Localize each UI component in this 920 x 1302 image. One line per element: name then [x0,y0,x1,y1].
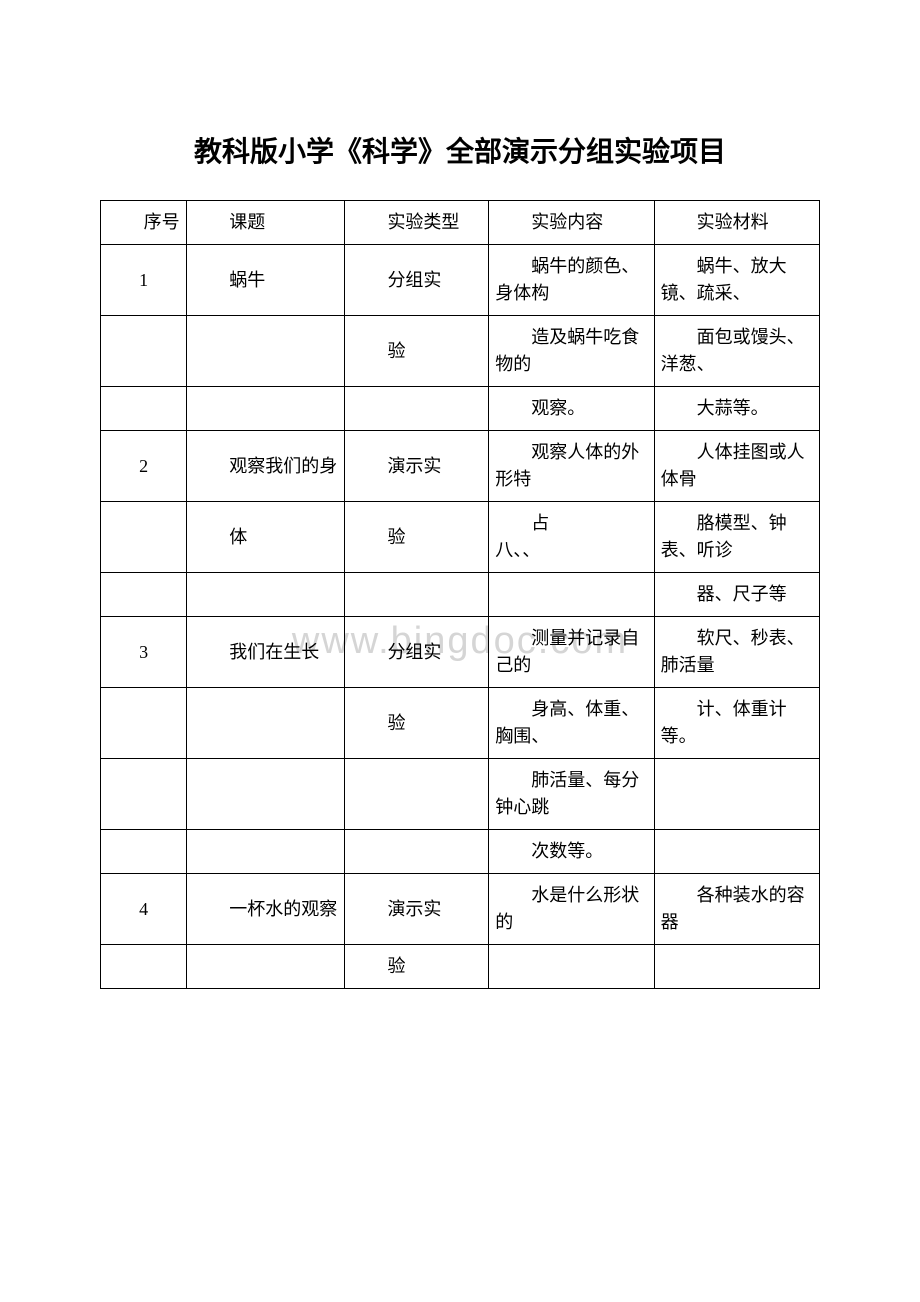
document-title: 教科版小学《科学》全部演示分组实验项目 [100,130,820,170]
cell-material: 器、尺子等 [654,573,819,617]
table-row: 3 我们在生长 分组实 测量并记录自己的 软尺、秒表、肺活量 [101,617,820,688]
cell-content: 蜗牛的颜色、身体构 [489,245,654,316]
cell-seq: 4 [101,874,187,945]
cell-material: 大蒜等。 [654,387,819,431]
cell-type: 验 [345,316,489,387]
cell-seq: 2 [101,431,187,502]
cell-content: 造及蜗牛吃食物的 [489,316,654,387]
cell-seq [101,759,187,830]
cell-content: 次数等。 [489,830,654,874]
table-row: 4 一杯水的观察 演示实 水是什么形状的 各种装水的容器 [101,874,820,945]
cell-content [489,945,654,989]
table-row: 2 观察我们的身 演示实 观察人体的外形特 人体挂图或人体骨 [101,431,820,502]
cell-type: 分组实 [345,617,489,688]
page-content: 教科版小学《科学》全部演示分组实验项目 序号 课题 实验类型 实验内容 实验材料… [100,130,820,989]
cell-type: 验 [345,688,489,759]
cell-content: 占 八、、 [489,502,654,573]
cell-content: 身高、体重、胸围、 [489,688,654,759]
table-row: 器、尺子等 [101,573,820,617]
cell-content: 肺活量、每分钟心跳 [489,759,654,830]
cell-topic: 我们在生长 [187,617,345,688]
cell-topic: 观察我们的身 [187,431,345,502]
cell-type: 演示实 [345,431,489,502]
cell-seq: 3 [101,617,187,688]
cell-material: 软尺、秒表、肺活量 [654,617,819,688]
cell-material: 各种装水的容器 [654,874,819,945]
table-row: 次数等。 [101,830,820,874]
cell-topic [187,387,345,431]
cell-topic [187,316,345,387]
header-topic: 课题 [187,201,345,245]
cell-seq [101,688,187,759]
cell-content: 水是什么形状的 [489,874,654,945]
cell-type [345,573,489,617]
cell-topic [187,573,345,617]
cell-type [345,759,489,830]
cell-material [654,945,819,989]
cell-type: 验 [345,945,489,989]
table-row: 体 验 占 八、、 胳模型、钟表、听诊 [101,502,820,573]
cell-topic [187,759,345,830]
cell-seq [101,387,187,431]
cell-topic: 蜗牛 [187,245,345,316]
cell-topic: 一杯水的观察 [187,874,345,945]
cell-topic [187,688,345,759]
cell-type: 分组实 [345,245,489,316]
header-type: 实验类型 [345,201,489,245]
cell-topic: 体 [187,502,345,573]
cell-material: 蜗牛、放大镜、疏采、 [654,245,819,316]
table-header-row: 序号 课题 实验类型 实验内容 实验材料 [101,201,820,245]
cell-content [489,573,654,617]
table-row: 验 造及蜗牛吃食物的 面包或馒头、洋葱、 [101,316,820,387]
cell-material [654,759,819,830]
cell-content: 测量并记录自己的 [489,617,654,688]
cell-content: 观察人体的外形特 [489,431,654,502]
cell-type: 验 [345,502,489,573]
cell-type: 演示实 [345,874,489,945]
header-material: 实验材料 [654,201,819,245]
cell-material [654,830,819,874]
cell-seq [101,945,187,989]
cell-material: 人体挂图或人体骨 [654,431,819,502]
table-row: 观察。 大蒜等。 [101,387,820,431]
cell-material: 计、体重计等。 [654,688,819,759]
cell-material: 胳模型、钟表、听诊 [654,502,819,573]
cell-type [345,387,489,431]
table-row: 1 蜗牛 分组实 蜗牛的颜色、身体构 蜗牛、放大镜、疏采、 [101,245,820,316]
experiment-table: 序号 课题 实验类型 实验内容 实验材料 1 蜗牛 分组实 蜗牛的颜色、身体构 … [100,200,820,989]
cell-seq: 1 [101,245,187,316]
cell-type [345,830,489,874]
cell-seq [101,830,187,874]
cell-material: 面包或馒头、洋葱、 [654,316,819,387]
table-row: 验 [101,945,820,989]
cell-topic [187,945,345,989]
header-seq: 序号 [101,201,187,245]
cell-content: 观察。 [489,387,654,431]
cell-seq [101,573,187,617]
table-row: 肺活量、每分钟心跳 [101,759,820,830]
cell-seq [101,316,187,387]
cell-topic [187,830,345,874]
table-row: 验 身高、体重、胸围、 计、体重计等。 [101,688,820,759]
header-content: 实验内容 [489,201,654,245]
cell-seq [101,502,187,573]
